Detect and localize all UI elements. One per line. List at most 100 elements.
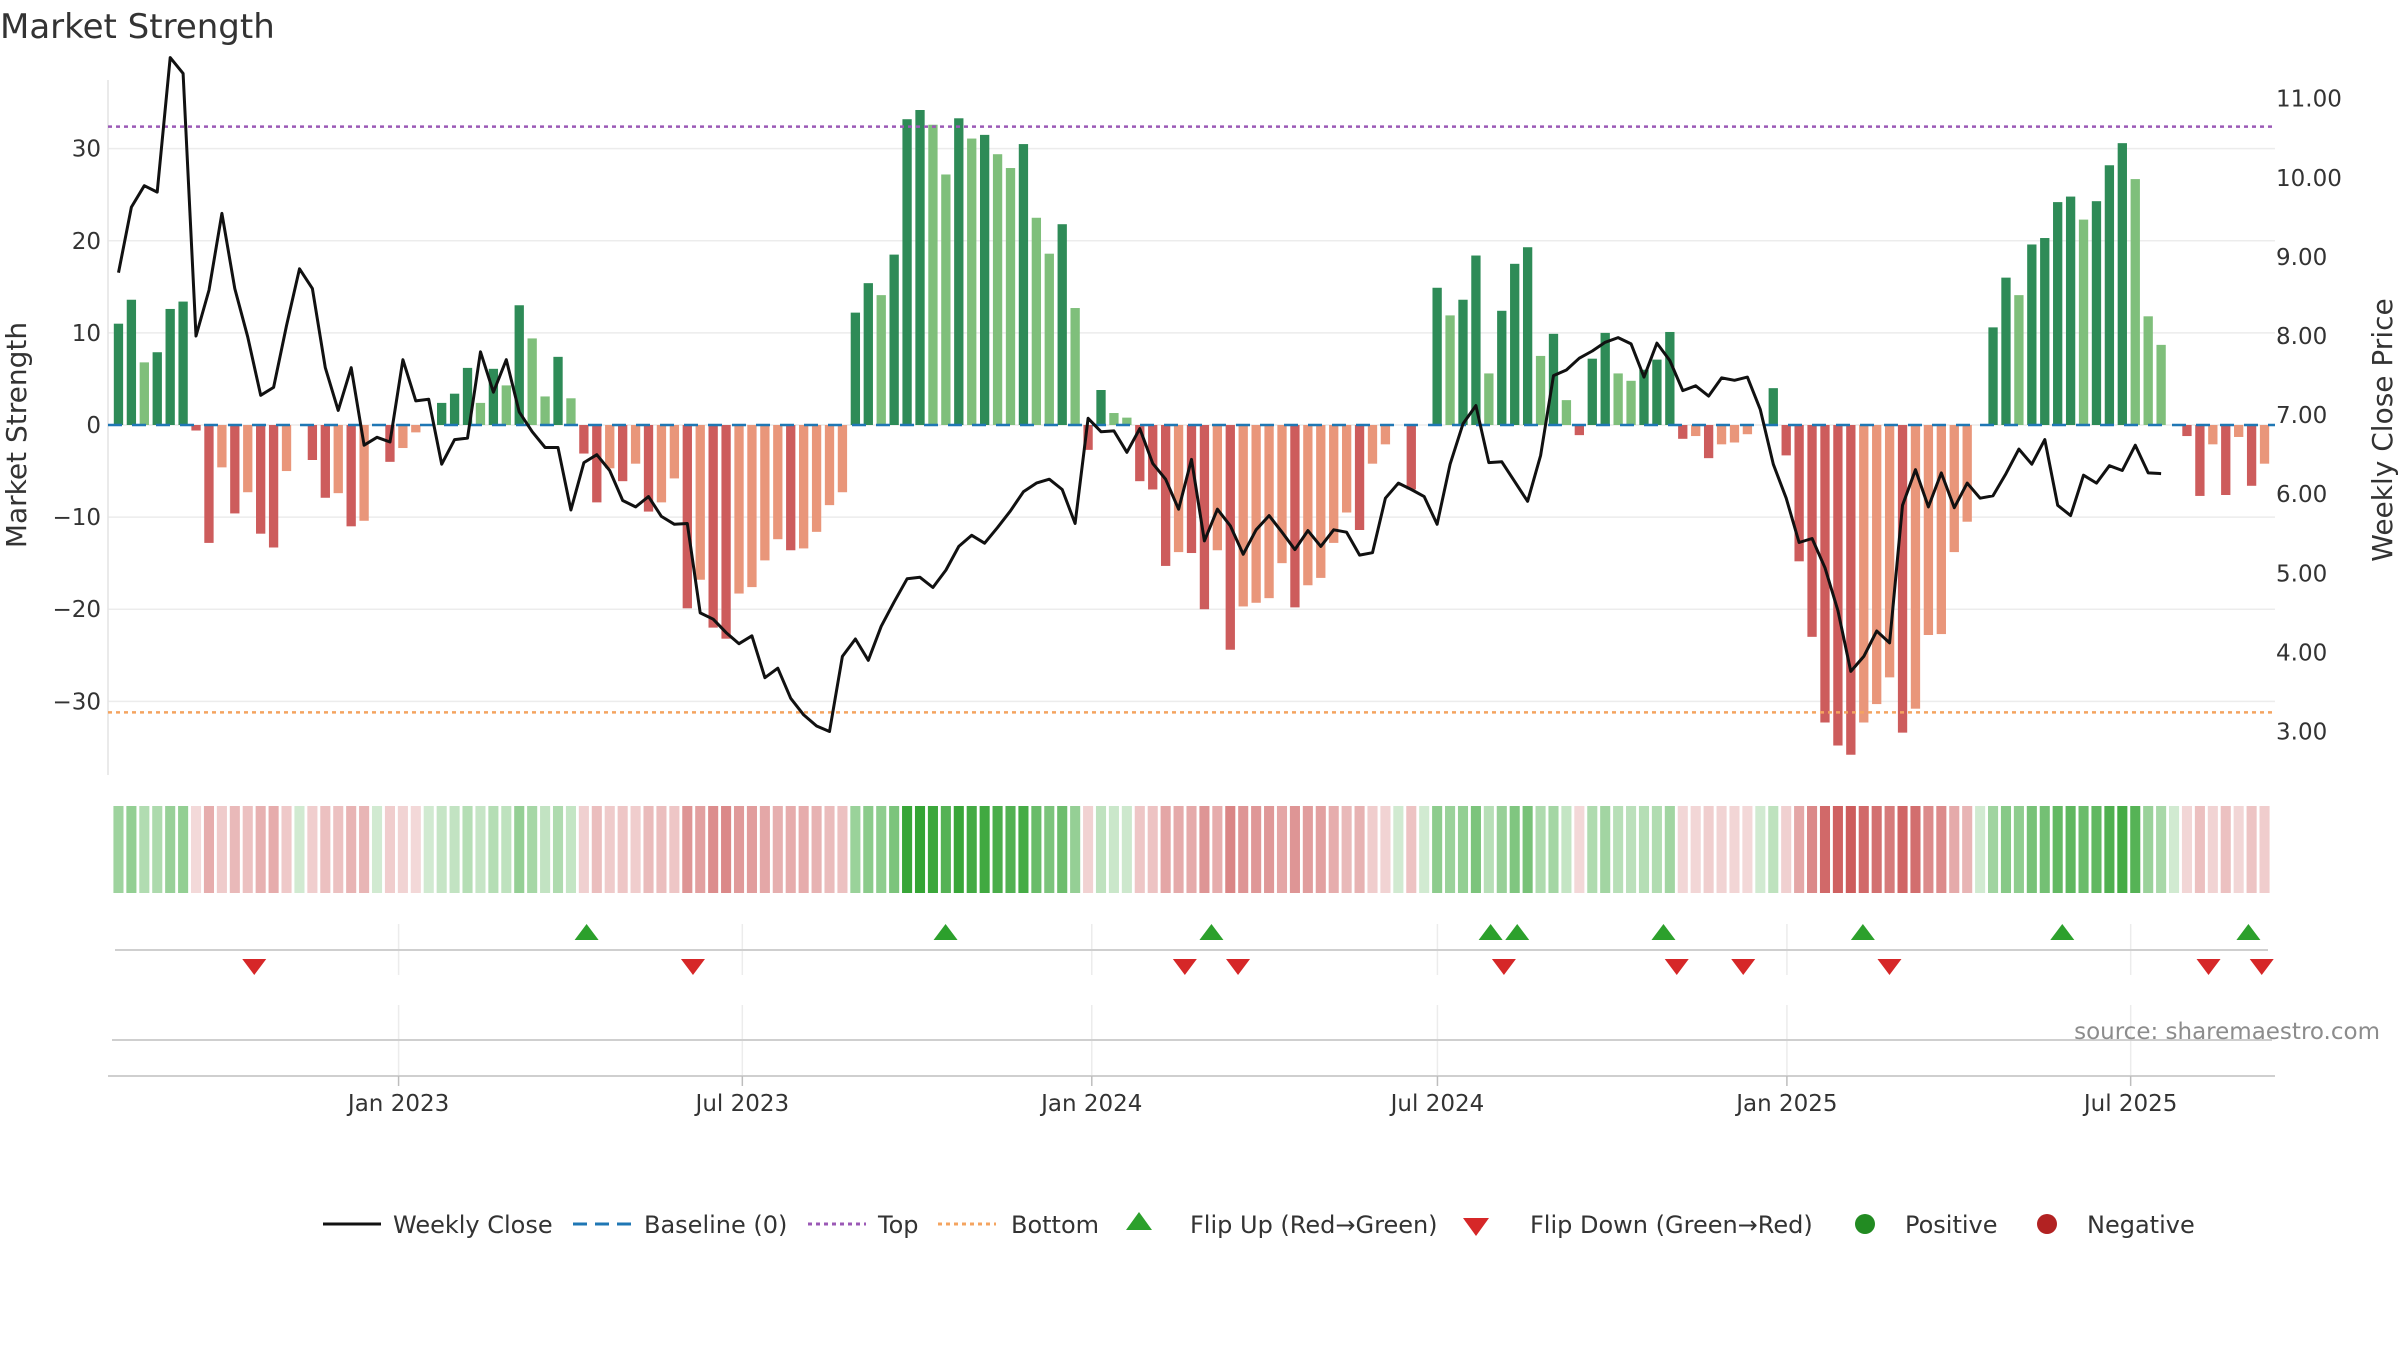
strength-bar — [1251, 425, 1261, 603]
strength-bar — [204, 425, 214, 543]
flip-down-marker — [680, 959, 705, 975]
heat-cell — [1690, 806, 1701, 893]
heat-cell — [798, 806, 809, 893]
heat-cell — [1638, 806, 1650, 893]
strength-bar — [863, 283, 873, 425]
strength-bar — [1600, 332, 1610, 425]
heat-cell — [527, 806, 538, 893]
strength-bar — [1846, 425, 1856, 755]
heat-cell — [1238, 806, 1249, 893]
strength-bar — [1148, 425, 1158, 490]
strength-bar — [760, 425, 770, 561]
heat-cell — [320, 806, 331, 893]
strength-bar — [1652, 359, 1662, 425]
strength-bar — [902, 119, 912, 426]
heat-cell — [488, 806, 499, 893]
heat-cell — [113, 806, 124, 893]
strength-bar — [1949, 425, 1959, 553]
strength-bar — [2234, 425, 2244, 437]
y-tick-label: −30 — [52, 689, 101, 715]
strength-bar — [1212, 425, 1223, 551]
heat-cell — [1897, 806, 1908, 893]
flip-down-marker — [2249, 959, 2274, 975]
heat-cell — [1975, 806, 1986, 893]
y-tick-label: −10 — [52, 505, 101, 531]
heat-cell — [1380, 806, 1391, 893]
strength-bar — [1781, 425, 1791, 456]
heat-cell — [669, 806, 680, 893]
heat-cell — [1483, 806, 1494, 893]
strength-bar — [2130, 179, 2140, 425]
strength-bar — [1070, 308, 1080, 425]
heat-cell — [863, 806, 874, 893]
heat-cell — [979, 806, 990, 893]
heat-cell — [1729, 806, 1740, 893]
heat-cell — [1121, 806, 1132, 893]
heat-cell — [591, 806, 602, 893]
strength-bar — [1833, 425, 1843, 746]
source-note: source: sharemaestro.com — [2074, 1019, 2380, 1045]
strength-bar — [1742, 425, 1753, 435]
legend: Weekly Close Baseline (0) Top Bottom Fli… — [323, 1211, 2195, 1239]
x-tick-label: Jan 2024 — [1039, 1091, 1142, 1117]
legend-flip-up: Flip Up (Red→Green) — [1190, 1211, 1438, 1239]
strength-bar — [1083, 425, 1093, 450]
strength-bar — [2246, 425, 2257, 486]
strength-bar — [876, 295, 886, 425]
x-tick-label: Jan 2023 — [346, 1091, 449, 1117]
strength-bar — [1936, 425, 1946, 635]
heat-cell — [1548, 806, 1559, 893]
heat-cell — [656, 806, 667, 893]
x-tick-label: Jul 2024 — [1389, 1091, 1485, 1117]
heat-cell — [1445, 806, 1456, 893]
heat-cell — [1044, 806, 1055, 893]
heat-cell — [902, 806, 913, 893]
y-tick-labels: 30 20 10 0 −10 −20 −30 — [52, 137, 101, 716]
heat-cell — [1781, 806, 1792, 893]
heat-cell — [294, 806, 305, 893]
flip-down-marker — [1172, 959, 1197, 975]
heat-cell — [1845, 806, 1856, 893]
heat-cell — [1496, 806, 1507, 893]
heat-cell — [216, 806, 227, 893]
strength-bar — [1897, 425, 1908, 733]
strength-bar — [837, 425, 848, 493]
heat-cell — [2000, 806, 2012, 893]
heat-cell — [2052, 806, 2063, 893]
strength-bar — [850, 312, 861, 425]
strength-bar — [1096, 390, 1106, 425]
strength-bar — [1290, 425, 1300, 608]
heat-cell — [772, 806, 783, 893]
heat-cell — [229, 806, 240, 893]
flip-up-marker — [1199, 924, 1224, 940]
heat-cell — [462, 806, 473, 893]
y2-tick-label: 9.00 — [2276, 245, 2327, 271]
strength-bar — [281, 425, 292, 472]
heat-cell — [281, 806, 292, 893]
strength-bar — [2156, 344, 2166, 425]
heat-cell — [940, 806, 951, 893]
strength-bar — [979, 134, 990, 426]
heat-cell — [552, 806, 564, 893]
strength-bar — [592, 425, 602, 503]
heat-cell — [2207, 806, 2218, 893]
heat-cell — [1031, 806, 1042, 893]
heat-cell — [1587, 806, 1598, 893]
strength-bar — [915, 110, 925, 425]
heat-cell — [1910, 806, 1921, 893]
strength-bar — [1484, 373, 1494, 425]
heat-cell — [384, 806, 395, 893]
strength-bar — [1160, 425, 1171, 566]
strength-bar — [656, 425, 667, 503]
strength-bar — [217, 425, 227, 468]
strength-bar — [346, 425, 356, 527]
flip-up-marker — [933, 924, 958, 940]
heat-cell — [1419, 806, 1430, 893]
heat-cell — [178, 806, 189, 893]
strength-bar — [928, 124, 938, 425]
strength-bar — [1574, 425, 1584, 436]
heat-cell — [1432, 806, 1443, 893]
flip-up-marker — [1651, 924, 1676, 940]
strength-bar — [2259, 425, 2270, 464]
heat-cell — [1302, 806, 1313, 893]
